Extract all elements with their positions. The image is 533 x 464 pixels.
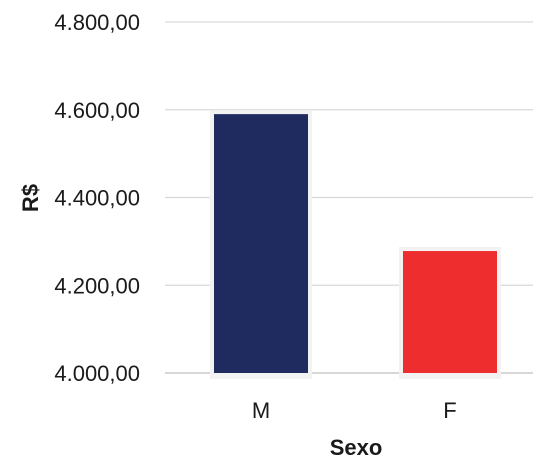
bar-m [214,114,308,373]
x-tick-label: F [443,398,456,423]
x-axis-title: Sexo [330,435,383,459]
y-tick-label: 4.800,00 [54,10,140,35]
y-tick-label: 4.400,00 [54,186,140,211]
bars [210,110,501,379]
y-axis-ticks: 4.000,00 4.200,00 4.400,00 4.600,00 4.800,00 [54,10,140,386]
y-tick-label: 4.600,00 [54,98,140,123]
y-tick-label: 4.200,00 [54,273,140,298]
x-tick-label: M [252,398,270,423]
y-axis-title: R$ [18,184,43,212]
y-tick-label: 4.000,00 [54,361,140,386]
bar-f [403,251,497,373]
